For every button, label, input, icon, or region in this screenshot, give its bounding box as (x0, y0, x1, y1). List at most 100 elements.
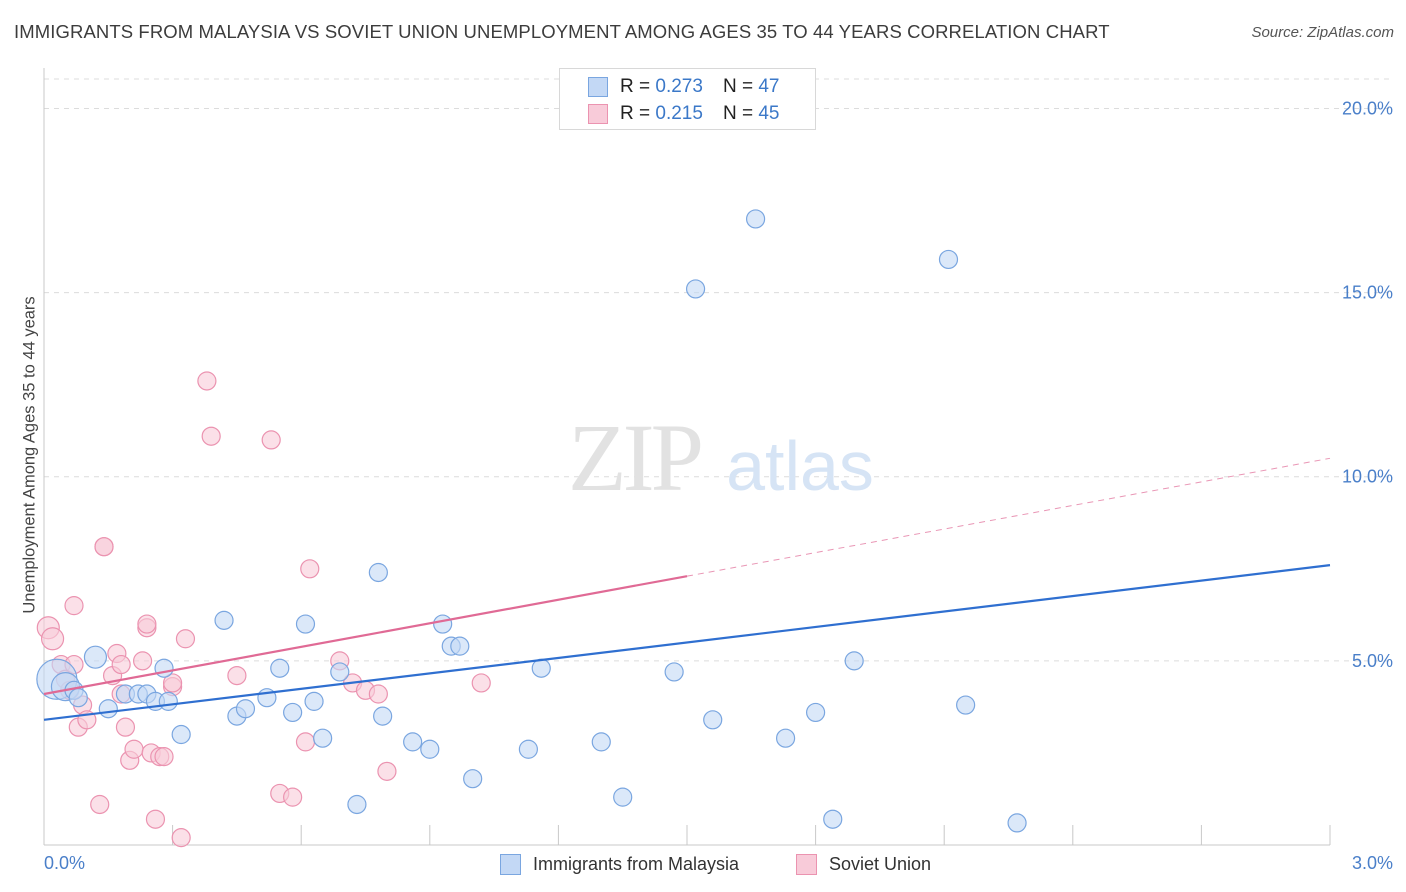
point-soviet-union-16 (111, 654, 131, 675)
point-soviet-union-19 (124, 739, 144, 759)
series-legend-swatch-malaysia (500, 853, 521, 875)
point-malaysia-45 (956, 695, 976, 715)
point-malaysia-33 (531, 658, 551, 678)
point-malaysia-27 (420, 739, 440, 759)
axes (43, 68, 1331, 846)
point-malaysia-21 (313, 728, 333, 748)
point-malaysia-34 (591, 732, 611, 752)
trend-line-soviet-union (43, 575, 688, 696)
point-soviet-union-24 (145, 809, 166, 829)
point-malaysia-39 (745, 209, 766, 229)
point-malaysia-43 (844, 651, 864, 671)
legend-r-label: R = (620, 76, 651, 97)
y-tick-label-0: 5.0% (1352, 651, 1393, 671)
legend-n-label: N = (722, 76, 754, 97)
series-legend-soviet-union: Soviet Union (796, 852, 931, 876)
point-malaysia-44 (938, 249, 959, 270)
legend-r-value-malaysia: 0.273 (655, 76, 703, 97)
point-soviet-union-20 (132, 651, 153, 671)
watermark-atlas: atlas (726, 427, 874, 505)
point-malaysia-17 (270, 658, 290, 678)
point-malaysia-28 (433, 614, 453, 634)
legend-r-label: R = (620, 103, 651, 124)
series-legend-label-malaysia: Immigrants from Malaysia (533, 853, 740, 874)
point-soviet-union-44 (471, 673, 491, 693)
series-legend-label-soviet-union: Soviet Union (829, 853, 932, 874)
point-malaysia-10 (154, 658, 174, 678)
point-soviet-union-26 (154, 747, 174, 767)
point-malaysia-18 (283, 702, 303, 723)
point-malaysia-22 (330, 662, 350, 682)
trend-lines (43, 457, 1331, 721)
point-soviet-union-34 (261, 430, 281, 450)
y-tick-label-1: 10.0% (1342, 467, 1393, 487)
x-tick-label-1: 3.0% (1352, 853, 1393, 873)
point-soviet-union-33 (227, 665, 247, 686)
point-malaysia-5 (98, 699, 118, 719)
point-soviet-union-1 (40, 627, 65, 651)
watermark-zip: ZIP (568, 404, 701, 511)
legend-row-soviet-union: R = 0.215 N = 45 (588, 102, 779, 126)
legend-n-value-malaysia: 47 (758, 76, 780, 97)
point-soviet-union-6 (64, 596, 84, 616)
x-tick-label-0: 0.0% (44, 853, 85, 873)
point-soviet-union-42 (368, 684, 388, 704)
legend-row-malaysia: R = 0.273 N = 47 (588, 75, 779, 99)
watermark: ZIP atlas (568, 404, 874, 511)
legend-swatch-malaysia (588, 77, 608, 97)
point-soviet-union-22 (137, 614, 157, 634)
point-malaysia-42 (823, 809, 843, 829)
point-soviet-union-12 (94, 537, 114, 557)
legend-r-value-soviet-union: 0.215 (655, 103, 703, 124)
grid-lines (44, 78, 1392, 662)
point-malaysia-41 (805, 702, 826, 723)
series-soviet-union-points (36, 371, 491, 848)
point-malaysia-38 (703, 710, 723, 730)
y-tick-label-3: 20.0% (1342, 98, 1393, 118)
correlation-legend: R = 0.273 N = 47 R = 0.215 N = 45 (559, 68, 816, 130)
trend-line-soviet-union-extension (686, 457, 1331, 577)
point-soviet-union-36 (283, 787, 303, 807)
point-malaysia-15 (235, 699, 256, 719)
point-malaysia-13 (214, 610, 234, 630)
point-malaysia-37 (685, 279, 706, 299)
point-soviet-union-10 (90, 794, 110, 815)
point-malaysia-11 (158, 691, 178, 711)
trend-line-malaysia (43, 564, 1331, 721)
point-malaysia-35 (613, 787, 633, 807)
point-malaysia-4 (83, 645, 108, 669)
legend-n-label: N = (722, 103, 754, 124)
point-malaysia-26 (403, 732, 423, 752)
point-malaysia-36 (664, 662, 684, 682)
point-malaysia-19 (295, 614, 316, 634)
point-soviet-union-37 (295, 732, 316, 752)
source-credit: Source: ZipAtlas.com (1251, 24, 1394, 41)
legend-swatch-soviet-union (588, 104, 608, 124)
point-malaysia-3 (68, 688, 88, 708)
point-malaysia-31 (463, 769, 483, 789)
point-soviet-union-43 (377, 761, 397, 781)
point-malaysia-32 (518, 739, 538, 759)
y-axis-label: Unemployment Among Ages 35 to 44 years (20, 296, 39, 614)
y-tick-label-2: 15.0% (1342, 283, 1393, 303)
point-malaysia-30 (450, 636, 470, 656)
point-soviet-union-17 (115, 717, 136, 737)
point-soviet-union-30 (175, 629, 196, 649)
point-malaysia-25 (373, 706, 393, 726)
point-soviet-union-38 (300, 559, 320, 579)
point-malaysia-23 (347, 794, 367, 815)
point-malaysia-40 (775, 728, 796, 748)
legend-n-value-soviet-union: 45 (758, 103, 780, 124)
series-legend-swatch-soviet-union (796, 853, 817, 875)
point-malaysia-12 (171, 724, 191, 745)
point-malaysia-20 (304, 691, 324, 711)
tick-labels: 5.0% 10.0% 15.0% 20.0% 0.0% 3.0% (44, 98, 1393, 873)
point-soviet-union-28 (163, 673, 183, 693)
point-soviet-union-31 (197, 371, 217, 391)
point-malaysia-46 (1007, 813, 1027, 833)
series-malaysia-points (36, 209, 1027, 833)
chart-title: IMMIGRANTS FROM MALAYSIA VS SOVIET UNION… (14, 21, 1110, 42)
series-legend-malaysia: Immigrants from Malaysia (500, 852, 739, 876)
point-malaysia-24 (368, 562, 388, 583)
